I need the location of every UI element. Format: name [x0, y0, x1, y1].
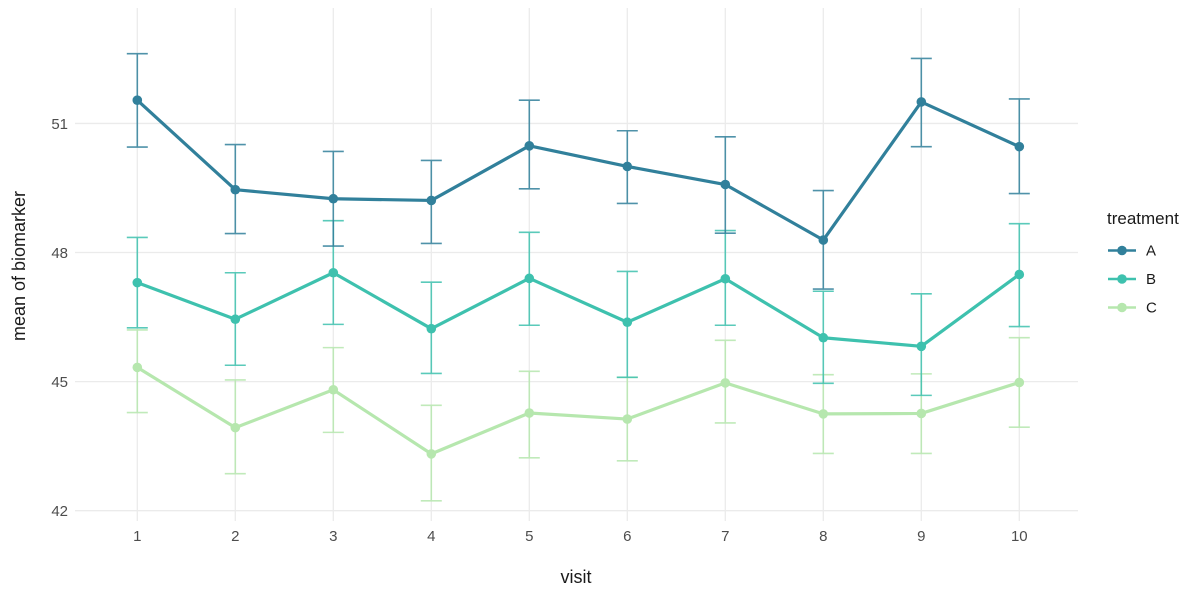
series-layer: [126, 52, 1030, 502]
legend-key-point: [1117, 274, 1127, 284]
series-A-point-9: [916, 97, 927, 107]
series-B-point-10: [1014, 269, 1025, 280]
series-C-point-6: [622, 414, 633, 424]
legend-key-point: [1117, 302, 1127, 313]
series-A-point-3: [328, 193, 339, 204]
series-B-point-4: [426, 323, 437, 334]
series-C-point-10: [1014, 377, 1025, 388]
x-tick-label-2: 2: [231, 528, 239, 545]
x-tick-label-1: 1: [133, 528, 141, 545]
series-A-point-2: [230, 184, 241, 195]
series-C-point-7: [720, 378, 731, 388]
series-A-point-4: [426, 195, 437, 206]
series-B-point-8: [818, 332, 829, 343]
gridlines: [75, 8, 1078, 521]
y-tick-label-51: 51: [51, 116, 68, 133]
x-axis-title: visit: [561, 567, 592, 587]
series-C-point-4: [426, 449, 437, 459]
series-B-line: [136, 271, 1021, 348]
series-B-point-5: [524, 273, 535, 284]
x-tick-label-7: 7: [721, 528, 729, 545]
legend-item-label: A: [1146, 243, 1156, 260]
series-B: [126, 219, 1030, 397]
x-tick-label-4: 4: [427, 528, 435, 545]
series-A-point-8: [818, 235, 829, 245]
x-tick-label-6: 6: [623, 528, 631, 545]
legend-item-A: A: [1108, 243, 1156, 260]
series-B-point-1: [132, 277, 143, 288]
x-tick-label-5: 5: [525, 528, 533, 545]
series-B-point-6: [622, 317, 633, 328]
series-B-point-2: [230, 314, 241, 325]
series-A-point-10: [1014, 141, 1025, 152]
series-C-line: [136, 366, 1020, 456]
series-C: [126, 329, 1030, 502]
series-A-point-1: [132, 95, 143, 105]
legend-item-label: C: [1146, 300, 1157, 317]
y-tick-label-45: 45: [51, 374, 68, 391]
series-A-line: [136, 99, 1020, 242]
series-B-point-7: [720, 273, 731, 284]
y-axis-title: mean of biomarker: [9, 191, 29, 341]
legend: ABC: [1108, 243, 1157, 317]
x-tick-label-8: 8: [819, 528, 827, 545]
series-B-point-9: [916, 341, 927, 352]
x-tick-label-3: 3: [329, 528, 337, 545]
series-A-point-5: [524, 141, 535, 151]
y-tick-label-42: 42: [51, 503, 68, 520]
x-tick-label-10: 10: [1011, 528, 1028, 545]
series-A-point-7: [720, 179, 731, 190]
series-C-point-8: [818, 409, 829, 419]
series-C-point-5: [524, 408, 535, 418]
y-tick-label-48: 48: [51, 245, 68, 262]
series-A-point-6: [622, 161, 633, 172]
legend-key-point: [1117, 245, 1127, 256]
series-C-point-9: [916, 408, 927, 419]
x-tick-label-9: 9: [917, 528, 925, 545]
series-C-point-1: [132, 362, 143, 373]
legend-item-B: B: [1108, 271, 1156, 288]
series-A: [126, 52, 1030, 290]
series-C-point-3: [328, 384, 339, 395]
legend-item-C: C: [1108, 300, 1157, 317]
series-C-point-2: [230, 422, 241, 433]
legend-item-label: B: [1146, 271, 1156, 288]
legend-title: treatment: [1107, 209, 1179, 228]
series-B-point-3: [328, 267, 339, 278]
